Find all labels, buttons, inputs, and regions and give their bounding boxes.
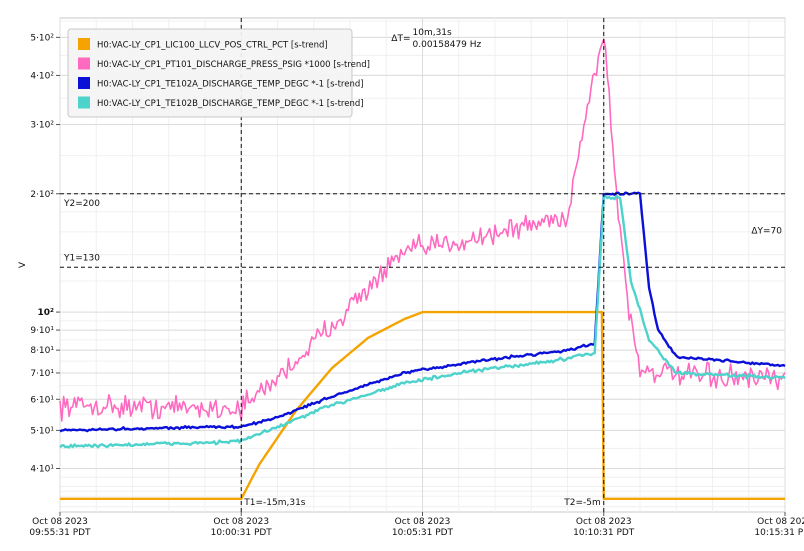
legend-swatch — [78, 77, 90, 89]
y-tick-label: 2·10² — [30, 190, 54, 200]
legend-swatch — [78, 38, 90, 50]
legend-entry: H0:VAC-LY_CP1_LIC100_LLCV_POS_CTRL_PCT [… — [97, 41, 328, 51]
series-layer — [59, 38, 786, 500]
series-line-4 — [59, 194, 786, 449]
x-tick-label-date: Oct 08 2023 — [757, 517, 804, 527]
x-tick-label-time: 10:10:31 PDT — [573, 528, 635, 538]
cursor-y2-label: Y2=200 — [63, 199, 100, 209]
x-tick-label-date: Oct 08 2023 — [32, 517, 88, 527]
y-tick-label: 8·10¹ — [30, 346, 54, 356]
delta-frequency-label: 0.00158479 Hz — [413, 40, 482, 50]
legend-box — [67, 28, 353, 118]
axes: 4·10¹ 5·10¹ 6·10¹ 7·10¹ 8·10¹ 9·10¹ 10² 2·10² 3·… — [18, 33, 804, 538]
x-tick-label-date: Oct 08 2023 — [576, 517, 632, 527]
legend-swatch — [78, 96, 90, 109]
series-line-2 — [59, 38, 786, 422]
x-tick-label-date: Oct 08 2023 — [395, 517, 451, 527]
legend-entry: H0:VAC-LY_CP1_TE102A_DISCHARGE_TEMP_DEGC… — [97, 80, 364, 90]
cursor-t2-label: T2=-5m — [563, 498, 601, 508]
cursor-layer: T1=-15m,31s T2=-5m Y2=200 Y1=130 ΔY=70 ΔT=10m… — [60, 18, 785, 512]
y-tick-label: 7·10¹ — [30, 369, 54, 379]
y-axis-label: V — [18, 261, 28, 268]
x-tick-label-time: 10:15:31 PDT — [754, 528, 804, 538]
cursor-y1-label: Y1=130 — [63, 253, 100, 263]
y-tick-label: 9·10¹ — [30, 326, 54, 336]
y-tick-label: 10² — [38, 308, 55, 318]
y-tick-label: 3·10² — [30, 121, 54, 131]
delta-y-label: ΔY=70 — [751, 227, 782, 237]
x-tick-label-time: 10:00:31 PDT — [211, 528, 273, 538]
y-tick-label: 4·10¹ — [30, 464, 54, 474]
y-tick-label: 5·10¹ — [30, 426, 54, 436]
delta-t-prefix: ΔT= — [391, 34, 410, 44]
y-tick-label: 6·10¹ — [30, 395, 54, 405]
x-tick-label-date: Oct 08 2023 — [213, 517, 269, 527]
y-tick-label: 5·10² — [30, 33, 54, 43]
legend-entry: H0:VAC-LY_CP1_TE102B_DISCHARGE_TEMP_DEGC… — [97, 99, 364, 109]
x-tick-label-time: 09:55:31 PDT — [29, 528, 91, 538]
series-line-3 — [59, 191, 786, 433]
series-line-1 — [60, 310, 785, 500]
x-tick-label-time: 10:05:31 PDT — [392, 528, 454, 538]
legend-entry: H0:VAC-LY_CP1_PT101_DISCHARGE_PRESS_PSIG… — [97, 60, 370, 70]
delta-t-label: 10m,31s — [413, 28, 453, 38]
legend-swatch — [78, 57, 90, 70]
cursor-t1-label: T1=-15m,31s — [243, 498, 306, 508]
y-tick-label: 4·10² — [30, 71, 54, 81]
legend: H0:VAC-LY_CP1_LIC100_LLCV_POS_CTRL_PCT [… — [67, 28, 370, 118]
